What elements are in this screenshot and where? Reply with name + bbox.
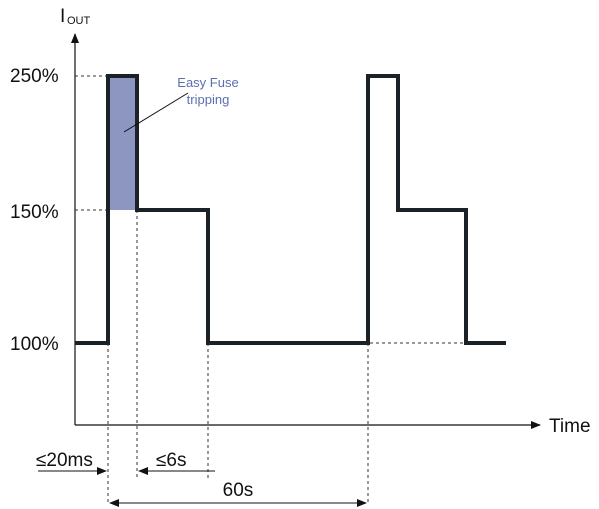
y-axis-title: I [60, 6, 65, 27]
y-tick-label-250: 250% [10, 66, 59, 87]
annotation-line-1: Easy Fuse [177, 75, 238, 90]
duration-label-6s: ≤6s [156, 450, 187, 471]
duration-label-60s: 60s [223, 480, 254, 501]
annotation-line-2: tripping [187, 92, 230, 107]
annotation-leader-line [123, 92, 189, 133]
y-axis-title-subscript: OUT [67, 15, 91, 27]
y-tick-label-100: 100% [10, 334, 59, 355]
current-waveform-line [75, 74, 506, 345]
x-axis-title: Time [549, 416, 591, 437]
easy-fuse-tripping-area [108, 76, 137, 210]
y-tick-label-150: 150% [10, 202, 59, 223]
duration-label-20ms: ≤20ms [36, 450, 93, 471]
